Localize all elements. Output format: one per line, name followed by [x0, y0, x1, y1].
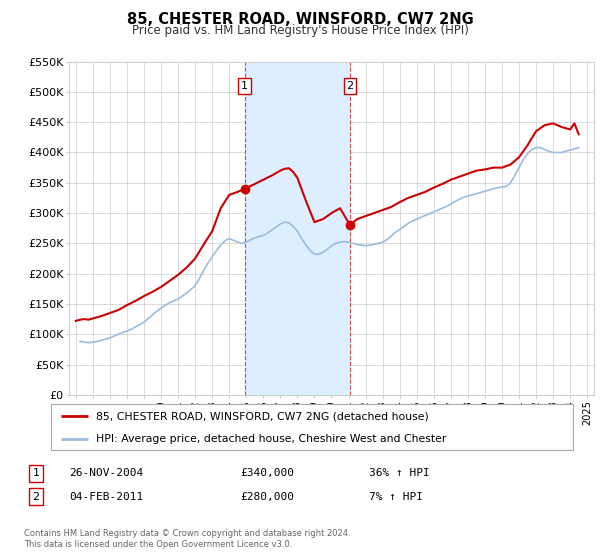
Text: 2: 2	[347, 81, 353, 91]
Text: 36% ↑ HPI: 36% ↑ HPI	[369, 468, 430, 478]
Text: 04-FEB-2011: 04-FEB-2011	[69, 492, 143, 502]
Text: 85, CHESTER ROAD, WINSFORD, CW7 2NG: 85, CHESTER ROAD, WINSFORD, CW7 2NG	[127, 12, 473, 27]
Text: 85, CHESTER ROAD, WINSFORD, CW7 2NG (detached house): 85, CHESTER ROAD, WINSFORD, CW7 2NG (det…	[95, 411, 428, 421]
Text: 7% ↑ HPI: 7% ↑ HPI	[369, 492, 423, 502]
Text: 26-NOV-2004: 26-NOV-2004	[69, 468, 143, 478]
Text: Contains HM Land Registry data © Crown copyright and database right 2024.
This d: Contains HM Land Registry data © Crown c…	[24, 529, 350, 549]
Text: 2: 2	[32, 492, 40, 502]
Text: £280,000: £280,000	[240, 492, 294, 502]
Bar	[245, 62, 350, 395]
Text: Price paid vs. HM Land Registry's House Price Index (HPI): Price paid vs. HM Land Registry's House …	[131, 24, 469, 36]
Text: 1: 1	[241, 81, 248, 91]
Text: HPI: Average price, detached house, Cheshire West and Chester: HPI: Average price, detached house, Ches…	[95, 434, 446, 444]
FancyBboxPatch shape	[50, 404, 574, 450]
Text: 1: 1	[32, 468, 40, 478]
Text: £340,000: £340,000	[240, 468, 294, 478]
